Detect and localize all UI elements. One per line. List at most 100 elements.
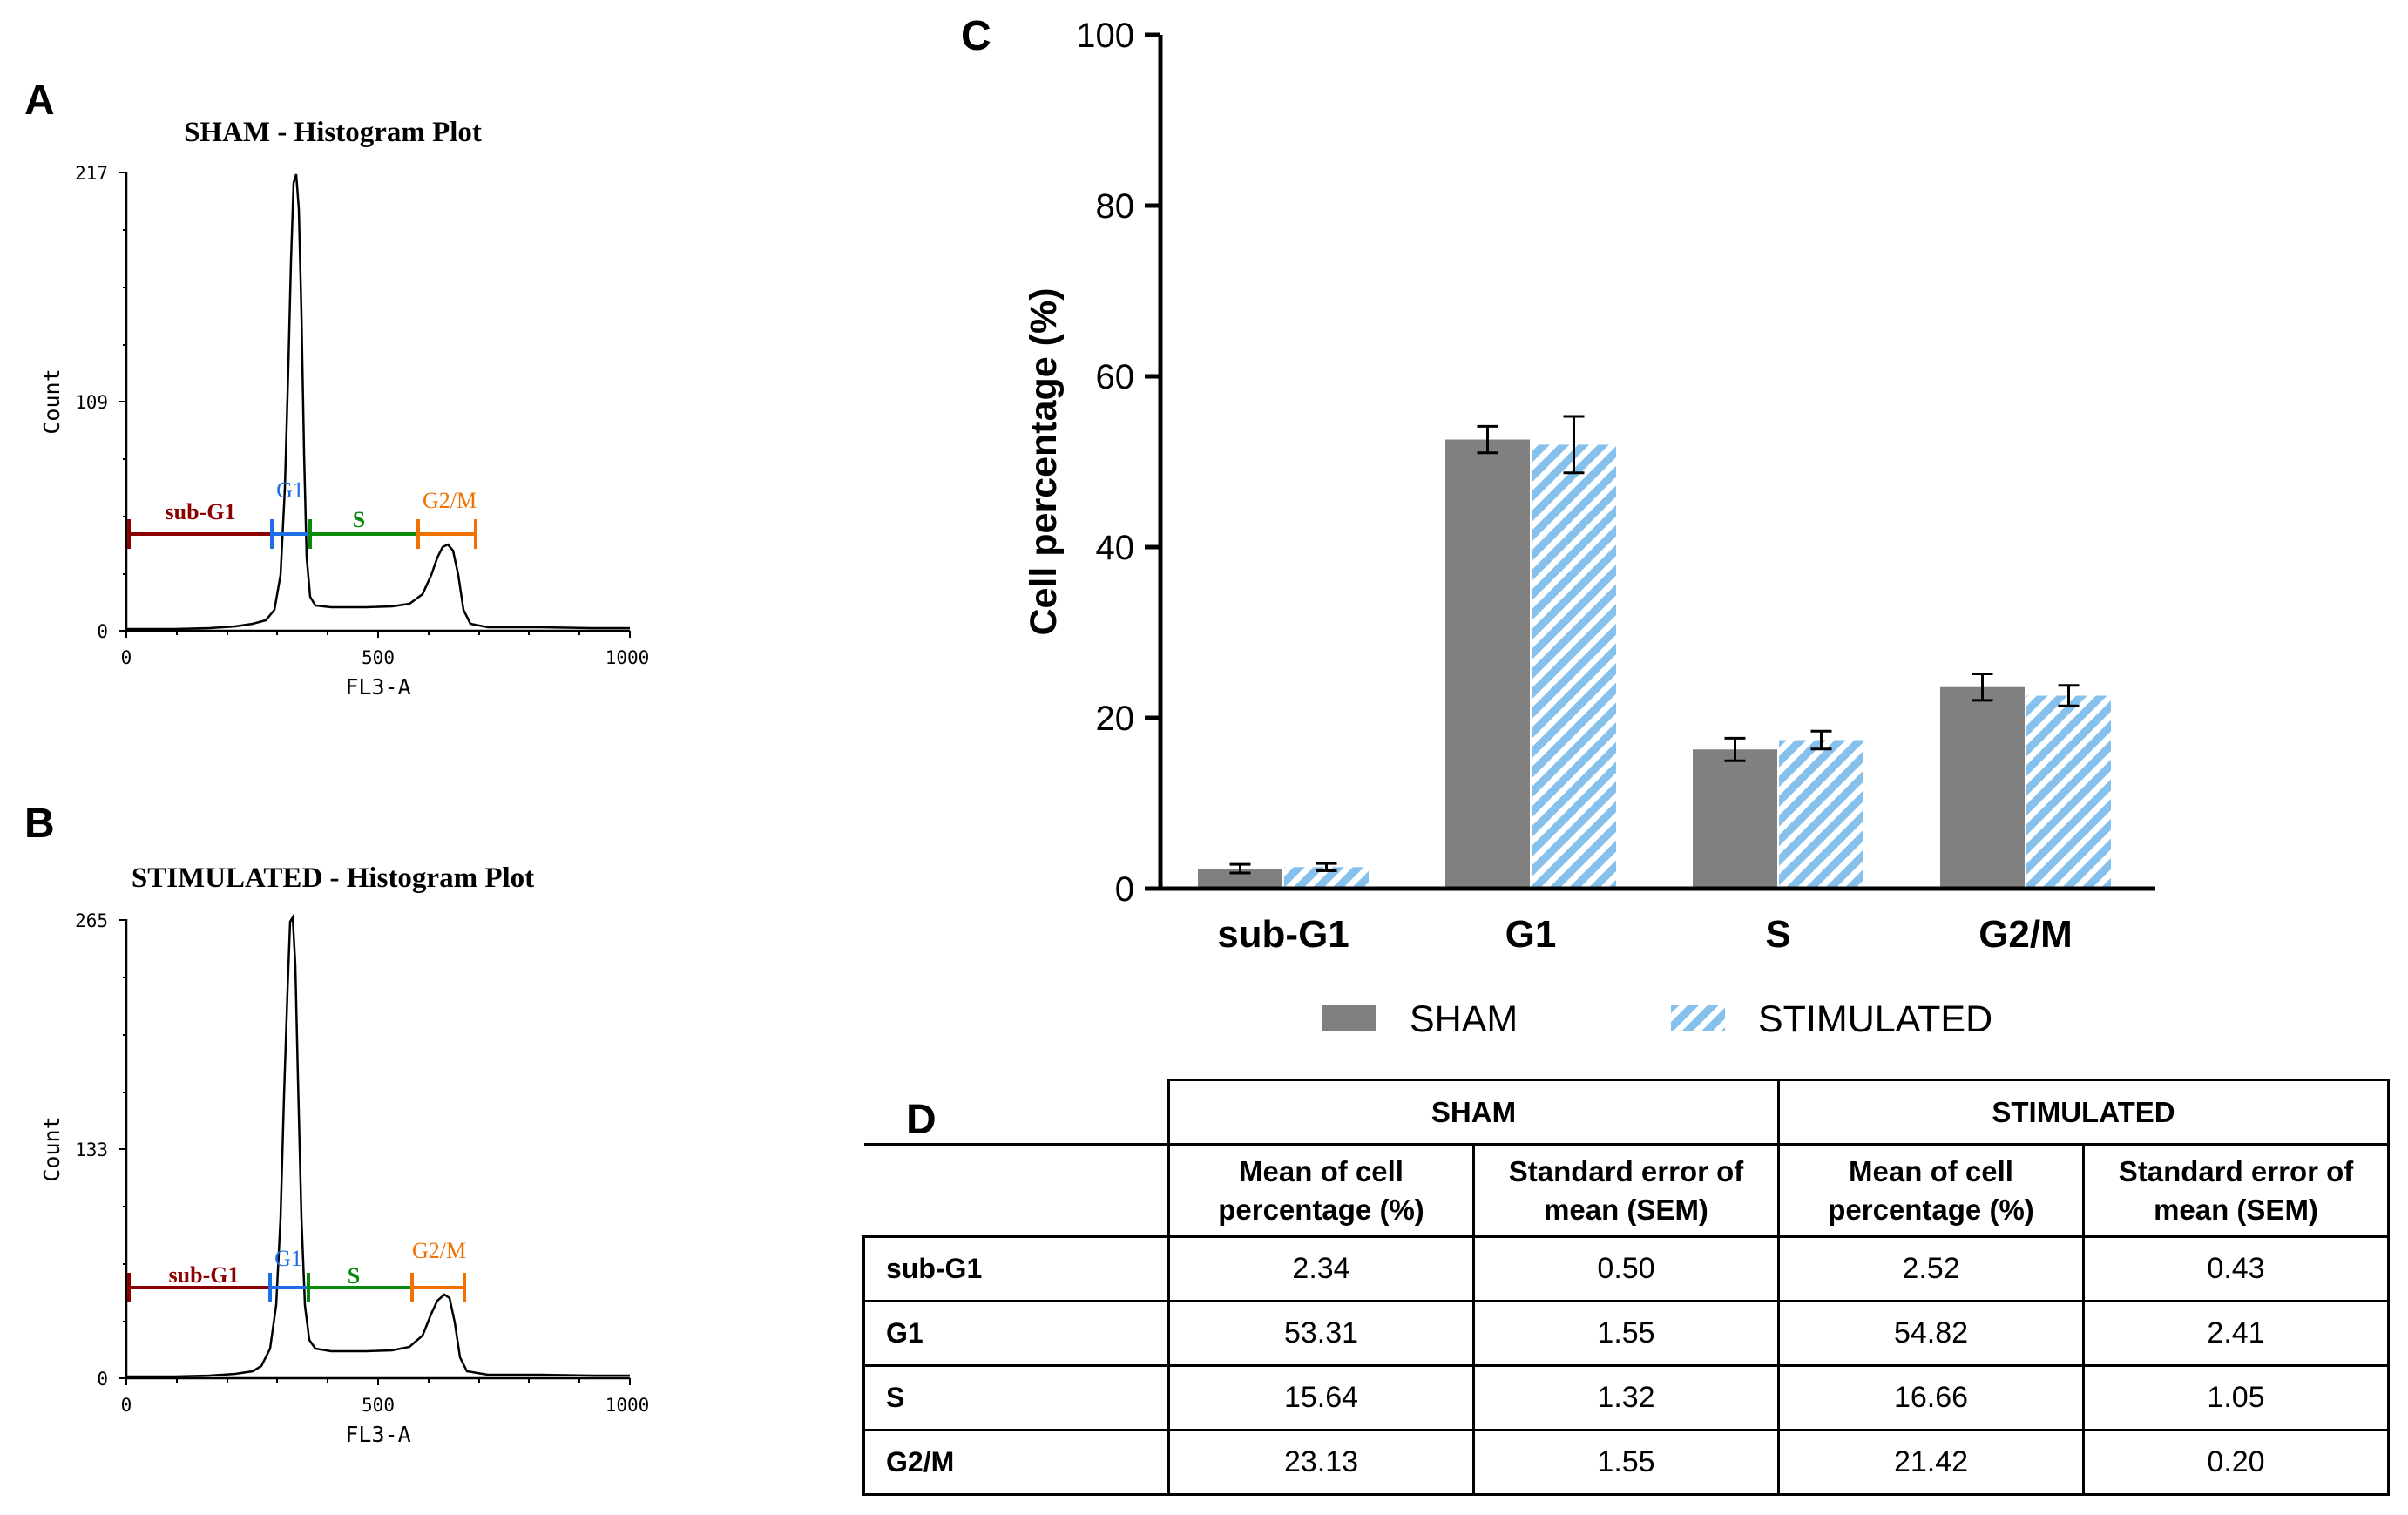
- cell-value: 2.52: [1777, 1235, 2085, 1302]
- histogram-curve: [126, 173, 630, 631]
- gate-g2m: [416, 519, 477, 549]
- col-header-line: percentage (%): [1828, 1193, 2034, 1226]
- x-category-label: G1: [1505, 913, 1557, 956]
- error-bar: [1229, 862, 1251, 875]
- cell-value: 0.20: [2082, 1429, 2390, 1496]
- cell-value: 16.66: [1777, 1364, 2085, 1431]
- x-axis-label: FL3-A: [345, 1422, 410, 1447]
- row-label: S: [862, 1364, 1170, 1431]
- col-header-mean: Mean of cell percentage (%): [1777, 1143, 2085, 1238]
- gate-label-g2m: G2/M: [423, 488, 477, 513]
- bar-stimulated: [1532, 444, 1616, 889]
- table-corner: [863, 1079, 1170, 1146]
- x-category-label: G2/M: [1978, 913, 2073, 956]
- gate-label-s: S: [353, 507, 365, 532]
- table-row: S 15.64 1.32 16.66 1.05: [862, 1364, 2390, 1431]
- y-tick-label: 20: [1096, 700, 1135, 738]
- y-tick-label-mid: 133: [75, 1140, 108, 1160]
- y-axis-label: Count: [39, 369, 64, 434]
- bar-stimulated: [2026, 695, 2111, 889]
- cell-value: 23.13: [1167, 1429, 1475, 1496]
- gate-g2m: [410, 1273, 466, 1302]
- cell-value: 54.82: [1777, 1300, 2085, 1367]
- cell-value: 1.55: [1472, 1300, 1780, 1367]
- cell-value: 0.50: [1472, 1235, 1780, 1302]
- y-tick-label-mid: 109: [75, 392, 108, 413]
- cell-value: 21.42: [1777, 1429, 2085, 1496]
- cell-value: 2.34: [1167, 1235, 1475, 1302]
- bar-stimulated: [1779, 740, 1863, 889]
- group-header-sham: SHAM: [1167, 1079, 1780, 1146]
- y-tick-label-min: 0: [97, 621, 108, 642]
- x-tick-label-1000: 1000: [605, 1395, 650, 1416]
- y-ticks: [119, 172, 126, 632]
- cell-value: 1.32: [1472, 1364, 1780, 1431]
- y-axis-label: Cell percentage (%): [1023, 287, 1065, 635]
- col-header-mean: Mean of cell percentage (%): [1167, 1143, 1475, 1238]
- histogram-curve: [126, 913, 630, 1378]
- cell-value: 1.55: [1472, 1429, 1780, 1496]
- stats-table: SHAM STIMULATED Mean of cell percentage (…: [862, 1079, 2390, 1496]
- gate-g1: [270, 519, 312, 549]
- x-tick-label-0: 0: [121, 647, 132, 668]
- bar-sham: [1693, 749, 1777, 889]
- error-bar: [1477, 424, 1498, 455]
- y-tick-label-max: 265: [75, 910, 108, 931]
- row-label: G1: [862, 1300, 1170, 1367]
- x-ticks: [125, 631, 631, 638]
- x-axis-label: FL3-A: [345, 674, 410, 700]
- bar-sham: [1198, 869, 1282, 889]
- y-tick-label-min: 0: [97, 1369, 108, 1390]
- error-bar: [1563, 415, 1585, 475]
- bar-sham: [1445, 439, 1530, 889]
- col-header-line: Mean of cell: [1239, 1154, 1404, 1187]
- gate-label-subg1: sub-G1: [169, 1262, 240, 1288]
- gate-label-g2m: G2/M: [412, 1238, 466, 1263]
- col-header-sem: Standard error of mean (SEM): [1472, 1143, 1780, 1238]
- gate-label-subg1: sub-G1: [166, 499, 236, 524]
- cell-value: 2.41: [2082, 1300, 2390, 1367]
- col-header-line: percentage (%): [1218, 1193, 1424, 1226]
- x-tick-label-1000: 1000: [605, 647, 650, 668]
- legend-label-stimulated: STIMULATED: [1758, 998, 1992, 1040]
- legend-label-sham: SHAM: [1410, 998, 1518, 1040]
- y-axis-ticks: 0 20 40 60 80 100: [1076, 17, 1160, 909]
- col-header-line: Mean of cell: [1849, 1154, 2013, 1187]
- table-row: G2/M 23.13 1.55 21.42 0.20: [862, 1429, 2390, 1496]
- cell-value: 53.31: [1167, 1300, 1475, 1367]
- cell-value: 1.05: [2082, 1364, 2390, 1431]
- col-header-line: Standard error of: [2118, 1154, 2354, 1187]
- y-tick-label: 40: [1096, 529, 1135, 567]
- y-tick-label: 100: [1076, 17, 1134, 55]
- row-label: G2/M: [862, 1429, 1170, 1496]
- col-header-line: mean (SEM): [1544, 1193, 1708, 1226]
- x-category-label: S: [1765, 913, 1790, 956]
- error-bar: [1810, 729, 1832, 751]
- cell-value: 15.64: [1167, 1364, 1475, 1431]
- y-tick-label: 60: [1096, 358, 1135, 396]
- x-tick-label-500: 500: [362, 1395, 395, 1416]
- legend-swatch-stimulated: [1671, 1005, 1725, 1031]
- bars: [1198, 439, 2111, 889]
- histogram-title: STIMULATED - Histogram Plot: [132, 862, 534, 894]
- table-corner: [863, 1144, 1170, 1238]
- y-ticks: [119, 919, 126, 1379]
- gate-label-g1: G1: [276, 477, 304, 503]
- x-ticks: [125, 1378, 631, 1385]
- histogram-title: SHAM - Histogram Plot: [184, 117, 482, 148]
- x-category-labels: sub-G1 G1 S G2/M: [1217, 913, 2073, 956]
- panel-letter-c: C: [961, 13, 991, 59]
- x-tick-label-0: 0: [121, 1395, 132, 1416]
- row-label: sub-G1: [862, 1235, 1170, 1302]
- histogram-sham: SHAM - Histogram Plot 217 109 0 0 500 10…: [39, 117, 650, 700]
- error-bar: [1316, 862, 1337, 873]
- legend-swatch-sham: [1322, 1005, 1376, 1031]
- y-tick-label: 0: [1115, 870, 1134, 909]
- col-header-line: Standard error of: [1508, 1154, 1744, 1187]
- table-row: sub-G1 2.34 0.50 2.52 0.43: [862, 1235, 2390, 1302]
- bar-chart: 0 20 40 60 80 100 sub-G1 G1 S G2/M Cell percenta…: [1023, 17, 2155, 1040]
- col-header-line: mean (SEM): [2154, 1193, 2318, 1226]
- histogram-stimulated: STIMULATED - Histogram Plot 265 133 0 0 …: [39, 862, 650, 1447]
- gate-subg1: [127, 1273, 270, 1302]
- error-bar: [1972, 673, 1993, 702]
